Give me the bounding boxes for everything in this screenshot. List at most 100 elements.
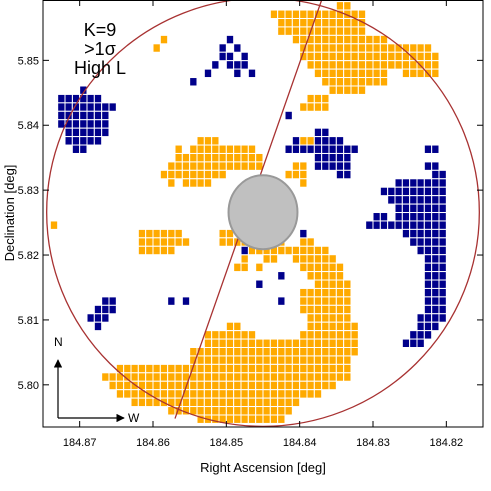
pixel-cell xyxy=(313,279,323,289)
pixel-cell xyxy=(255,406,264,416)
aperture-circle xyxy=(46,0,480,427)
pixel-cell xyxy=(313,313,323,323)
pixel-cell xyxy=(350,51,359,62)
pixel-cell xyxy=(306,60,315,70)
pixel-cell xyxy=(174,144,183,154)
pixel-cell xyxy=(299,380,308,391)
pixel-cell xyxy=(196,161,205,171)
pixel-cell xyxy=(423,161,433,171)
pixel-cell xyxy=(240,380,249,391)
x-tick-label: 184.84 xyxy=(283,437,317,449)
pixel-cell xyxy=(394,212,403,222)
x-tick-label: 184.87 xyxy=(63,437,97,449)
pixel-cell xyxy=(130,397,139,408)
pixel-cell xyxy=(233,414,242,424)
pixel-cell xyxy=(299,389,308,399)
pixel-cell xyxy=(240,389,249,399)
pixel-cell xyxy=(306,43,315,53)
pixel-cell xyxy=(284,144,293,154)
pixel-cell xyxy=(401,68,411,79)
pixel-cell xyxy=(328,51,337,62)
y-tick-label: 5.85 xyxy=(18,55,39,67)
pixel-cell xyxy=(130,372,139,382)
pixel-cell xyxy=(211,60,220,70)
pixel-cell xyxy=(159,34,169,45)
pixel-cell xyxy=(379,68,389,79)
pixel-cell xyxy=(174,152,183,163)
pixel-cell xyxy=(357,85,367,95)
pixel-cell xyxy=(203,397,213,408)
pixel-cell xyxy=(225,338,235,349)
pixel-cell xyxy=(123,380,132,391)
pixel-cell xyxy=(343,279,352,289)
pixel-cell xyxy=(71,110,81,121)
pixel-cell xyxy=(416,195,425,205)
pixel-cell xyxy=(335,1,345,11)
pixel-cell xyxy=(431,51,440,62)
pixel-cell xyxy=(365,77,374,87)
pixel-cell xyxy=(137,372,147,382)
pixel-cell xyxy=(313,363,323,374)
pixel-cell xyxy=(203,389,213,399)
pixel-cell xyxy=(416,203,425,214)
pixel-cell xyxy=(233,347,242,357)
pixel-cell xyxy=(299,296,308,306)
pixel-cell xyxy=(321,152,330,163)
pixel-cell xyxy=(218,389,227,399)
pixel-cell xyxy=(328,296,337,306)
pixel-cell xyxy=(64,127,73,138)
pixel-cell xyxy=(401,212,411,222)
pixel-cell xyxy=(416,186,425,197)
pixel-cell xyxy=(233,380,242,391)
pixel-cell xyxy=(167,178,176,188)
pixel-cell xyxy=(335,26,345,36)
pixel-cell xyxy=(416,228,425,239)
pixel-cell xyxy=(313,262,323,273)
pixel-cell xyxy=(167,161,176,171)
pixel-cell xyxy=(145,363,154,374)
pixel-cell xyxy=(423,254,433,264)
pixel-cell xyxy=(167,296,176,306)
pixel-cell xyxy=(159,389,169,399)
pixel-cell xyxy=(438,262,447,273)
pixel-cell xyxy=(299,136,308,146)
pixel-cell xyxy=(299,17,308,28)
pixel-cell xyxy=(335,17,345,28)
pixel-cell xyxy=(291,26,301,36)
pixel-cell xyxy=(79,136,88,146)
pixel-cell xyxy=(86,119,95,129)
pixel-cell xyxy=(313,102,323,112)
pixel-cell xyxy=(108,372,117,382)
pixel-cell xyxy=(284,110,293,121)
pixel-cell xyxy=(123,363,132,374)
pixel-cell xyxy=(284,9,293,19)
pixel-cell xyxy=(423,212,433,222)
pixel-cell xyxy=(181,152,191,163)
pixel-cell xyxy=(218,51,227,62)
y-tick-label: 5.83 xyxy=(18,185,39,197)
pixel-cell xyxy=(189,169,198,180)
pixel-cell xyxy=(438,203,447,214)
pixel-cell xyxy=(335,287,345,298)
pixel-cell xyxy=(328,372,337,382)
pixel-cell xyxy=(291,9,301,19)
pixel-cell xyxy=(438,228,447,239)
pixel-cell xyxy=(57,110,66,121)
pixel-cell xyxy=(313,347,323,357)
pixel-cell xyxy=(218,144,227,154)
pixel-cell xyxy=(299,9,308,19)
pixel-cell xyxy=(328,338,337,349)
pixel-cell xyxy=(423,313,433,323)
pixel-cell xyxy=(423,330,433,340)
pixel-cell xyxy=(321,68,330,79)
pixel-cell xyxy=(409,186,418,197)
pixel-cell xyxy=(269,380,279,391)
pixel-cell xyxy=(416,237,425,247)
pixel-cell xyxy=(343,68,352,79)
pixel-cell xyxy=(137,363,147,374)
pixel-cell xyxy=(431,228,440,239)
pixel-cell xyxy=(196,389,205,399)
pixel-cell xyxy=(431,186,440,197)
pixel-cell xyxy=(189,178,198,188)
pixel-cell xyxy=(409,43,418,53)
